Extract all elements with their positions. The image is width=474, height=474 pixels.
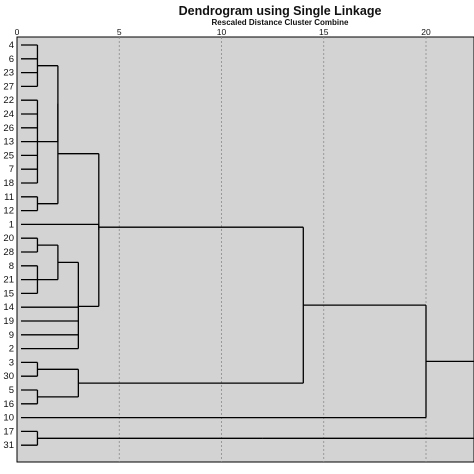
leaf-label: 20 [3, 233, 14, 244]
leaf-label: 31 [3, 440, 14, 451]
x-tick-label: 10 [217, 27, 227, 37]
leaf-label: 1 [9, 219, 14, 230]
leaf-label: 2 [9, 344, 14, 355]
leaf-label: 19 [3, 316, 14, 327]
leaf-label: 16 [3, 399, 14, 410]
leaf-label: 30 [3, 371, 14, 382]
leaf-label: 23 [3, 68, 14, 79]
leaf-label: 27 [3, 81, 14, 92]
leaf-label: 6 [9, 54, 14, 65]
x-tick-label: 20 [421, 27, 431, 37]
plot-area [16, 36, 474, 463]
leaf-label: 24 [3, 109, 14, 120]
leaf-label: 12 [3, 206, 14, 217]
leaf-label: 13 [3, 137, 14, 148]
leaf-label: 26 [3, 123, 14, 134]
chart-subtitle: Rescaled Distance Cluster Combine [211, 18, 349, 27]
x-tick-label: 0 [15, 27, 20, 37]
chart-title: Dendrogram using Single Linkage [178, 4, 382, 18]
leaf-label: 15 [3, 288, 14, 299]
leaf-label: 10 [3, 413, 14, 424]
x-tick-label: 5 [117, 27, 122, 37]
leaf-label: 28 [3, 247, 14, 258]
leaf-label: 17 [3, 426, 14, 437]
leaf-label: 14 [3, 302, 14, 313]
leaf-label: 5 [9, 385, 14, 396]
leaf-label: 7 [9, 164, 14, 175]
leaf-label: 11 [4, 192, 14, 203]
leaf-label: 4 [9, 40, 14, 51]
leaf-label: 3 [9, 357, 14, 368]
leaf-label: 8 [9, 261, 14, 272]
leaf-label: 25 [3, 150, 14, 161]
leaf-label: 22 [3, 95, 14, 106]
leaf-label: 21 [3, 275, 14, 286]
leaf-label: 9 [9, 330, 14, 341]
leaf-label: 18 [3, 178, 14, 189]
x-tick-label: 15 [319, 27, 329, 37]
